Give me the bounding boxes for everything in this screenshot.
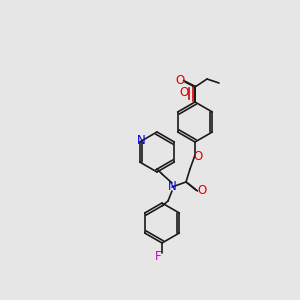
Text: N: N — [168, 181, 176, 194]
Text: O: O — [176, 74, 184, 86]
Text: O: O — [179, 86, 189, 100]
Text: O: O — [194, 149, 202, 163]
Text: F: F — [155, 250, 161, 263]
Text: O: O — [197, 184, 207, 196]
Text: N: N — [137, 134, 146, 148]
